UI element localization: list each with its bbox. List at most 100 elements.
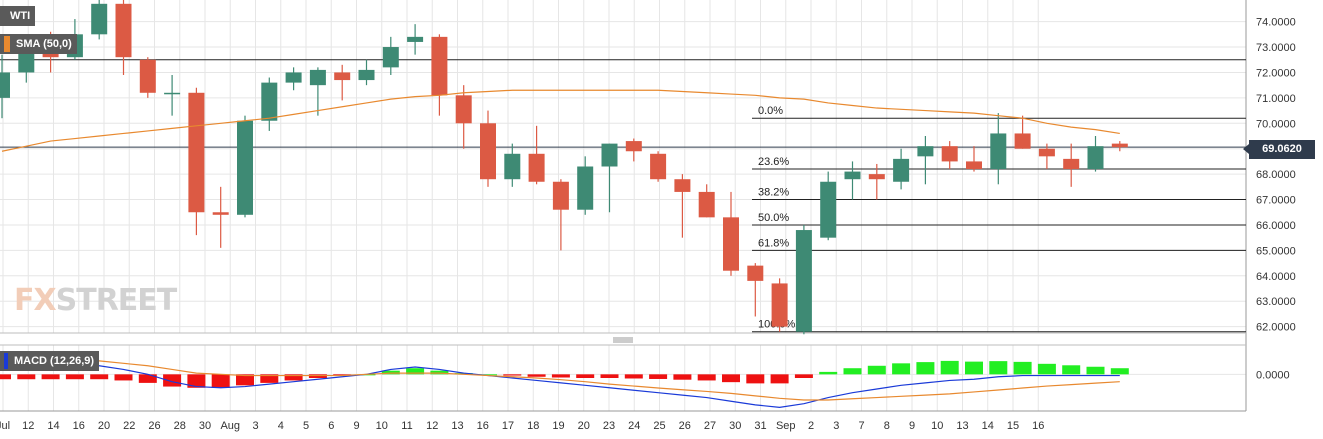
candle-bullish: [91, 3, 108, 35]
macd-histogram-bar: [527, 374, 546, 377]
candle-bearish: [747, 265, 764, 281]
macd-histogram-bar: [965, 361, 983, 375]
candle-bullish: [844, 171, 861, 180]
candle-bearish: [1111, 143, 1128, 148]
x-tick-label: 12: [22, 420, 34, 432]
candle-bearish: [1014, 133, 1031, 149]
candle-bullish: [504, 153, 521, 180]
macd-histogram-bar: [260, 374, 279, 383]
price-y-tick-label: 67.0000: [1256, 195, 1296, 207]
macd-histogram-bar: [284, 374, 303, 381]
macd-panel: [0, 345, 1246, 411]
price-y-tick-label: 71.0000: [1256, 93, 1296, 105]
x-tick-label: 20: [98, 420, 110, 432]
candle-bearish: [966, 161, 982, 170]
x-tick-label: 17: [502, 420, 514, 432]
macd-signal-line: [1, 354, 1120, 401]
x-tick-label: 4: [278, 420, 284, 432]
candle-bullish: [820, 181, 837, 238]
macd-histogram-bar: [90, 374, 109, 380]
candle-bearish: [868, 174, 885, 180]
macd-histogram-bar: [430, 370, 449, 375]
current-price-badge: 69.0620: [1243, 140, 1315, 159]
candle-bearish: [650, 153, 667, 180]
macd-histogram-bar: [211, 374, 230, 388]
x-tick-label: 13: [451, 420, 463, 432]
macd-legend-text: MACD (12,26,9): [14, 355, 95, 367]
macd-histogram-bar: [673, 374, 692, 380]
x-tick-label: 8: [884, 420, 890, 432]
macd-histogram-bar: [17, 374, 36, 380]
macd-histogram-bar: [1110, 368, 1129, 375]
candle-bearish: [528, 153, 545, 182]
macd-line: [1, 359, 1120, 408]
candle-bearish: [941, 146, 958, 162]
macd-histogram-bar: [0, 374, 11, 380]
macd-histogram-bar: [843, 368, 862, 375]
watermark-part2: STREET: [55, 283, 178, 318]
macd-histogram-bar: [114, 374, 133, 381]
x-tick-label: 25: [653, 420, 665, 432]
macd-histogram-bar: [722, 374, 740, 383]
macd-histogram-bar: [916, 362, 935, 375]
macd-histogram-bar: [600, 374, 619, 378]
x-tick-label: 28: [174, 420, 186, 432]
price-y-tick-label: 70.0000: [1256, 118, 1296, 130]
candle-bearish: [1063, 158, 1080, 170]
x-tick-label: 5: [303, 420, 309, 432]
macd-histogram-bar: [454, 373, 473, 375]
price-y-tick-label: 64.0000: [1256, 271, 1296, 283]
x-tick-label: 10: [376, 420, 388, 432]
macd-histogram-bar: [503, 374, 522, 376]
sma-legend-text: SMA (50,0): [16, 38, 72, 50]
price-y-tick-label: 65.0000: [1256, 245, 1296, 257]
candle-bullish: [917, 146, 934, 157]
x-tick-label: 11: [401, 420, 412, 432]
macd-histogram-bar: [1013, 361, 1032, 375]
x-tick-label: 13: [956, 420, 968, 432]
candle-bearish: [674, 179, 691, 192]
price-panel: [0, 0, 1246, 333]
candle-bullish: [358, 69, 375, 81]
candle-bullish: [407, 36, 424, 42]
fib-level-label: 38.2%: [758, 187, 789, 199]
macd-histogram-bar: [989, 361, 1008, 375]
candle-bullish: [577, 166, 594, 210]
candle-bullish: [0, 72, 10, 98]
macd-histogram-bar: [892, 363, 911, 375]
candle-bullish: [309, 69, 326, 86]
x-tick-label: Jul: [0, 420, 10, 432]
macd-histogram-bar: [479, 374, 497, 376]
macd-y-tick-label: 0.0000: [1256, 369, 1290, 381]
price-y-tick-label: 73.0000: [1256, 42, 1296, 54]
macd-histogram-bar: [65, 374, 84, 380]
x-tick-label: 10: [931, 420, 943, 432]
x-tick-label: 20: [578, 420, 590, 432]
x-tick-label: 16: [73, 420, 85, 432]
candle-bullish: [164, 92, 181, 95]
candle-bearish: [115, 3, 132, 58]
candle-bullish: [382, 47, 399, 68]
candle-bearish: [431, 36, 448, 96]
macd-histogram-bar: [41, 374, 60, 380]
macd-histogram-bar: [794, 374, 813, 378]
x-tick-label: 9: [353, 420, 359, 432]
macd-legend: MACD (12,26,9): [0, 351, 100, 371]
fxstreet-watermark: FXSTREET: [14, 283, 178, 318]
x-tick-label: 22: [123, 420, 135, 432]
x-tick-label: 24: [628, 420, 640, 432]
sma-line: [1, 89, 1120, 152]
candle-bullish: [990, 133, 1007, 170]
candle-bearish: [771, 283, 788, 327]
candle-bearish: [139, 59, 156, 93]
macd-swatch: [4, 353, 8, 369]
x-tick-label: 14: [982, 420, 994, 432]
macd-histogram-bar: [406, 368, 425, 375]
price-y-tick-label: 72.0000: [1256, 67, 1296, 79]
macd-histogram-bar: [746, 374, 765, 384]
x-tick-label: 26: [148, 420, 160, 432]
macd-histogram-bar: [770, 374, 789, 384]
candle-bearish: [480, 123, 496, 180]
macd-histogram-bar: [551, 374, 570, 378]
